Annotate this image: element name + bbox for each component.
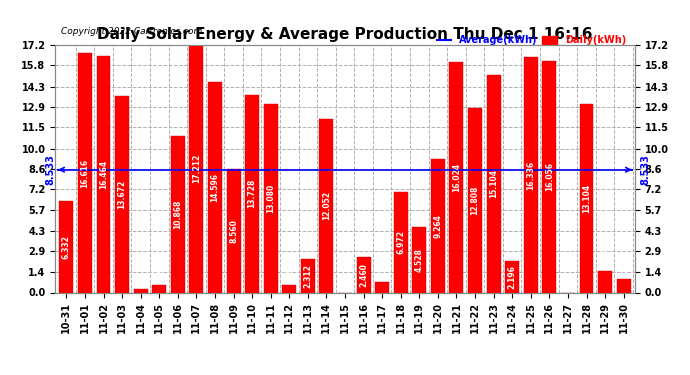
- Bar: [486, 75, 500, 292]
- Text: 16.616: 16.616: [81, 158, 90, 188]
- Title: Daily Solar Energy & Average Production Thu Dec 1 16:16: Daily Solar Energy & Average Production …: [97, 27, 593, 42]
- Text: 16.336: 16.336: [526, 160, 535, 189]
- Text: 8.533: 8.533: [46, 154, 56, 185]
- Bar: [413, 227, 426, 292]
- Bar: [598, 271, 612, 292]
- Text: 14.596: 14.596: [210, 173, 219, 202]
- Text: 0.492: 0.492: [155, 260, 164, 283]
- Text: 13.080: 13.080: [266, 184, 275, 213]
- Bar: [152, 285, 166, 292]
- Text: 4.528: 4.528: [415, 248, 424, 272]
- Text: 9.264: 9.264: [433, 214, 442, 238]
- Bar: [394, 192, 408, 292]
- Bar: [134, 289, 148, 292]
- Bar: [319, 119, 333, 292]
- Text: 8.533: 8.533: [640, 154, 651, 185]
- Bar: [245, 95, 259, 292]
- Text: Copyright 2022 Cartronics.com: Copyright 2022 Cartronics.com: [61, 27, 202, 36]
- Text: 0.528: 0.528: [285, 259, 294, 283]
- Bar: [542, 62, 556, 292]
- Text: 16.056: 16.056: [545, 162, 554, 192]
- Text: 2.460: 2.460: [359, 263, 368, 287]
- Bar: [357, 257, 371, 292]
- Bar: [208, 82, 222, 292]
- Bar: [505, 261, 519, 292]
- Text: 1.488: 1.488: [600, 245, 609, 269]
- Text: 2.196: 2.196: [508, 265, 517, 289]
- Text: 12.052: 12.052: [322, 191, 331, 220]
- Bar: [190, 45, 204, 292]
- Bar: [171, 136, 185, 292]
- Bar: [468, 108, 482, 292]
- Text: 0.764: 0.764: [377, 255, 386, 279]
- Bar: [282, 285, 296, 292]
- Bar: [301, 259, 315, 292]
- Bar: [226, 170, 241, 292]
- Bar: [97, 56, 110, 292]
- Text: 13.104: 13.104: [582, 184, 591, 213]
- Text: 6.972: 6.972: [396, 230, 405, 254]
- Bar: [524, 57, 538, 292]
- Text: 8.560: 8.560: [229, 219, 238, 243]
- Text: 17.212: 17.212: [192, 154, 201, 183]
- Bar: [617, 279, 631, 292]
- Text: 10.868: 10.868: [173, 200, 182, 229]
- Bar: [59, 201, 73, 292]
- Text: 13.728: 13.728: [248, 179, 257, 209]
- Text: 16.464: 16.464: [99, 159, 108, 189]
- Bar: [431, 159, 445, 292]
- Bar: [580, 104, 593, 292]
- Bar: [264, 104, 277, 292]
- Bar: [375, 282, 389, 292]
- Text: 16.024: 16.024: [452, 163, 461, 192]
- Text: 2.312: 2.312: [304, 264, 313, 288]
- Text: 6.332: 6.332: [62, 235, 71, 259]
- Bar: [449, 62, 464, 292]
- Legend: Average(kWh), Daily(kWh): Average(kWh), Daily(kWh): [433, 31, 630, 49]
- Text: 15.104: 15.104: [489, 170, 498, 198]
- Text: 12.808: 12.808: [471, 186, 480, 215]
- Bar: [115, 96, 129, 292]
- Text: 0.912: 0.912: [619, 254, 628, 277]
- Text: 13.672: 13.672: [117, 180, 126, 209]
- Bar: [78, 53, 92, 292]
